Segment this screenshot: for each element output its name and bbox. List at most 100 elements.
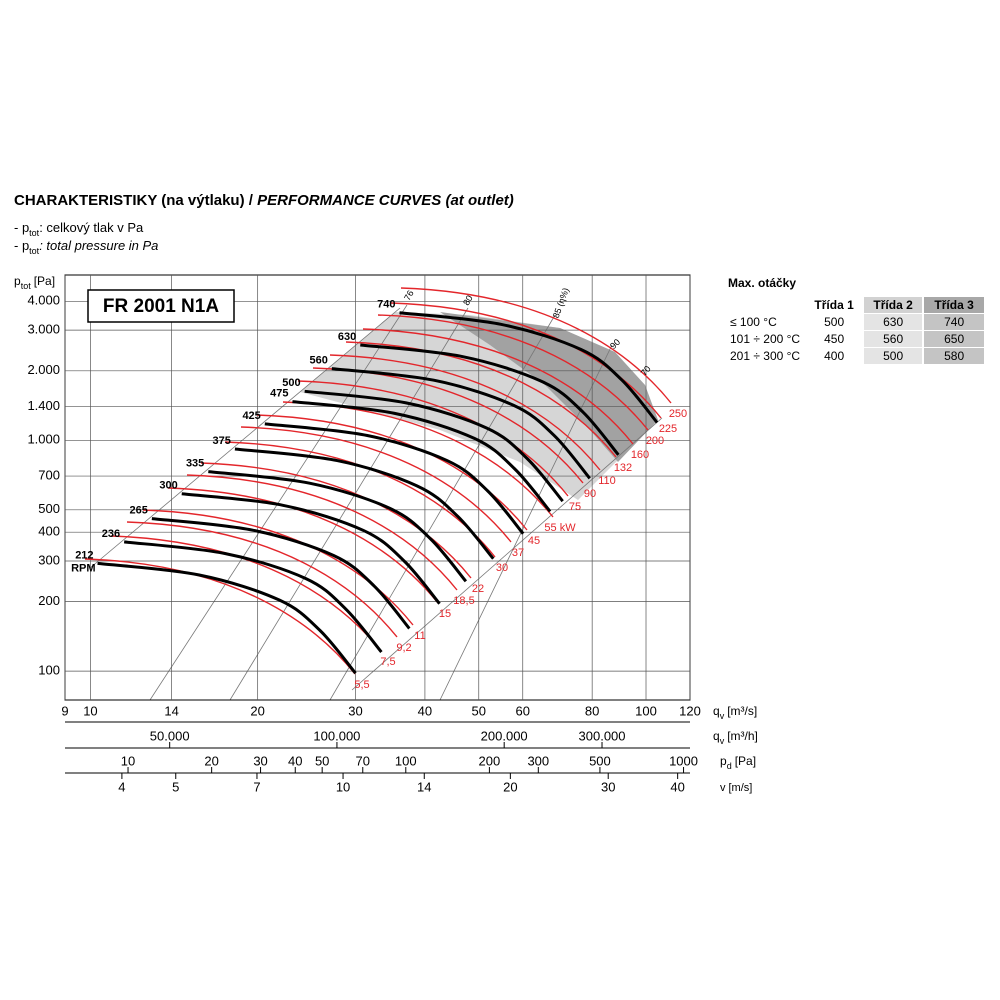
x-tick-label: 120	[679, 703, 701, 718]
model-box: FR 2001 N1A	[87, 289, 235, 323]
x2-tick-label: 300.000	[579, 728, 626, 743]
x2-tick-label: 10	[336, 779, 350, 794]
speed-table: Max. otáčky Třída 1 Třída 2 Třída 3 ≤ 100 …	[728, 276, 986, 365]
table-title: Max. otáčky	[728, 276, 797, 290]
axis-symbol: v	[720, 782, 726, 794]
y-tick-label: 3.000	[27, 322, 60, 337]
x2-tick-label: 50.000	[150, 728, 190, 743]
rpm-label: 740	[377, 299, 395, 311]
efficiency-label: 70	[639, 364, 653, 378]
x-tick-label: 30	[348, 703, 362, 718]
x2-tick-label: 7	[253, 779, 260, 794]
rpm-curve	[151, 517, 411, 630]
x2-tick-label: 70	[356, 753, 370, 768]
axis-unit: [m³/s]	[727, 704, 757, 718]
rpm-curve	[264, 422, 525, 535]
rpm-label: 236	[102, 528, 120, 540]
x2-tick-label: 1000	[669, 753, 698, 768]
x2-tick-label: 30	[601, 779, 615, 794]
axis-unit: [m³/h]	[727, 729, 758, 743]
y-tick-label: 400	[38, 524, 60, 539]
axis-unit: [Pa]	[34, 274, 55, 288]
table-row: ≤ 100 °C 500 630 740	[730, 314, 985, 330]
power-label: 9,2	[396, 642, 411, 654]
rpm-curve	[234, 447, 495, 560]
row-label: 101 ÷ 200 °C	[730, 332, 801, 346]
rpm-curve	[331, 367, 591, 480]
x2-tick-label: 4	[118, 779, 125, 794]
cell: 400	[824, 349, 845, 363]
x2-tick-label: 40	[288, 753, 302, 768]
note: - ptot: celkový tlak v Pa	[14, 220, 144, 238]
power-curve	[126, 521, 398, 638]
axis-label: ptot [Pa]	[14, 274, 55, 291]
x-tick-label: 9	[61, 703, 68, 718]
x2-tick-label: 5	[172, 779, 179, 794]
note-sub: tot	[29, 246, 40, 256]
x-tick-label: 60	[516, 703, 530, 718]
note-prefix: - p	[14, 238, 29, 253]
table-header: Třída 1 Třída 2 Třída 3	[730, 297, 985, 313]
diagonal	[351, 417, 663, 691]
power-label: 200	[646, 435, 664, 447]
axis-sub: v	[720, 711, 725, 721]
y-tick-label: 2.000	[27, 362, 60, 377]
rpm-label: 560	[310, 355, 328, 367]
shade-dark	[440, 312, 658, 462]
power-label: 11	[414, 630, 425, 642]
power-curve	[224, 441, 496, 558]
y-tick-label: 1.400	[27, 398, 60, 413]
rpm-curve	[208, 470, 468, 583]
axis-symbol: p	[14, 274, 21, 288]
power-curve	[345, 341, 617, 458]
efficiency-label: 76	[402, 289, 416, 303]
power-curve	[167, 487, 439, 604]
model-label: FR 2001 N1A	[103, 296, 219, 317]
axis-label: pd [Pa]	[720, 754, 756, 771]
x2-tick-label: 200	[479, 753, 501, 768]
x-tick-label: 20	[250, 703, 264, 718]
rpm-label: 300	[159, 480, 177, 492]
power-curve	[240, 426, 512, 543]
cell: 630	[864, 314, 923, 330]
power-curve	[329, 354, 601, 471]
rpm-label: 335	[186, 457, 204, 469]
rpm-curve	[399, 311, 659, 424]
x-tick-label: 14	[164, 703, 178, 718]
y-tick-label: 300	[38, 552, 60, 567]
power-label: 30	[496, 562, 508, 574]
note-sub: tot	[29, 228, 40, 238]
power-curve	[186, 474, 458, 591]
cell: 740	[924, 314, 985, 330]
power-label: 5,5	[354, 679, 369, 691]
rpm-curve	[360, 343, 620, 456]
rpm-label: 212	[75, 549, 93, 561]
header-cell: Třída 1	[814, 298, 854, 312]
row-label: ≤ 100 °C	[730, 315, 777, 329]
x2-tick-label: 300	[527, 753, 549, 768]
rpm-curve	[181, 492, 441, 605]
diagonal	[89, 307, 401, 569]
x-tick-label: 80	[585, 703, 599, 718]
x2-tick-label: 100.000	[313, 728, 360, 743]
y-tick-label: 100	[38, 663, 60, 678]
axis-sub: d	[727, 761, 732, 771]
diagonal	[439, 344, 613, 700]
axis-label: v [m/s]	[720, 782, 752, 794]
title: CHARAKTERISTIKY (na výtlaku) / PERFORMAN…	[14, 192, 514, 209]
power-label: 250	[669, 408, 687, 420]
power-label: 75	[569, 501, 581, 513]
title-en: PERFORMANCE CURVES (at outlet)	[257, 192, 514, 209]
rpm-curve	[292, 400, 552, 513]
power-curve	[377, 314, 649, 431]
note-text: : celkový tlak v Pa	[39, 220, 144, 235]
power-label: 160	[631, 449, 649, 461]
x2-tick-label: 14	[417, 779, 431, 794]
header-cell: Třída 2	[864, 297, 923, 313]
y-tick-label: 500	[38, 501, 60, 516]
x-tick-label: 50	[472, 703, 486, 718]
power-label: 37	[512, 547, 524, 559]
y-tick-label: 4.000	[27, 293, 60, 308]
power-curve	[84, 558, 356, 675]
